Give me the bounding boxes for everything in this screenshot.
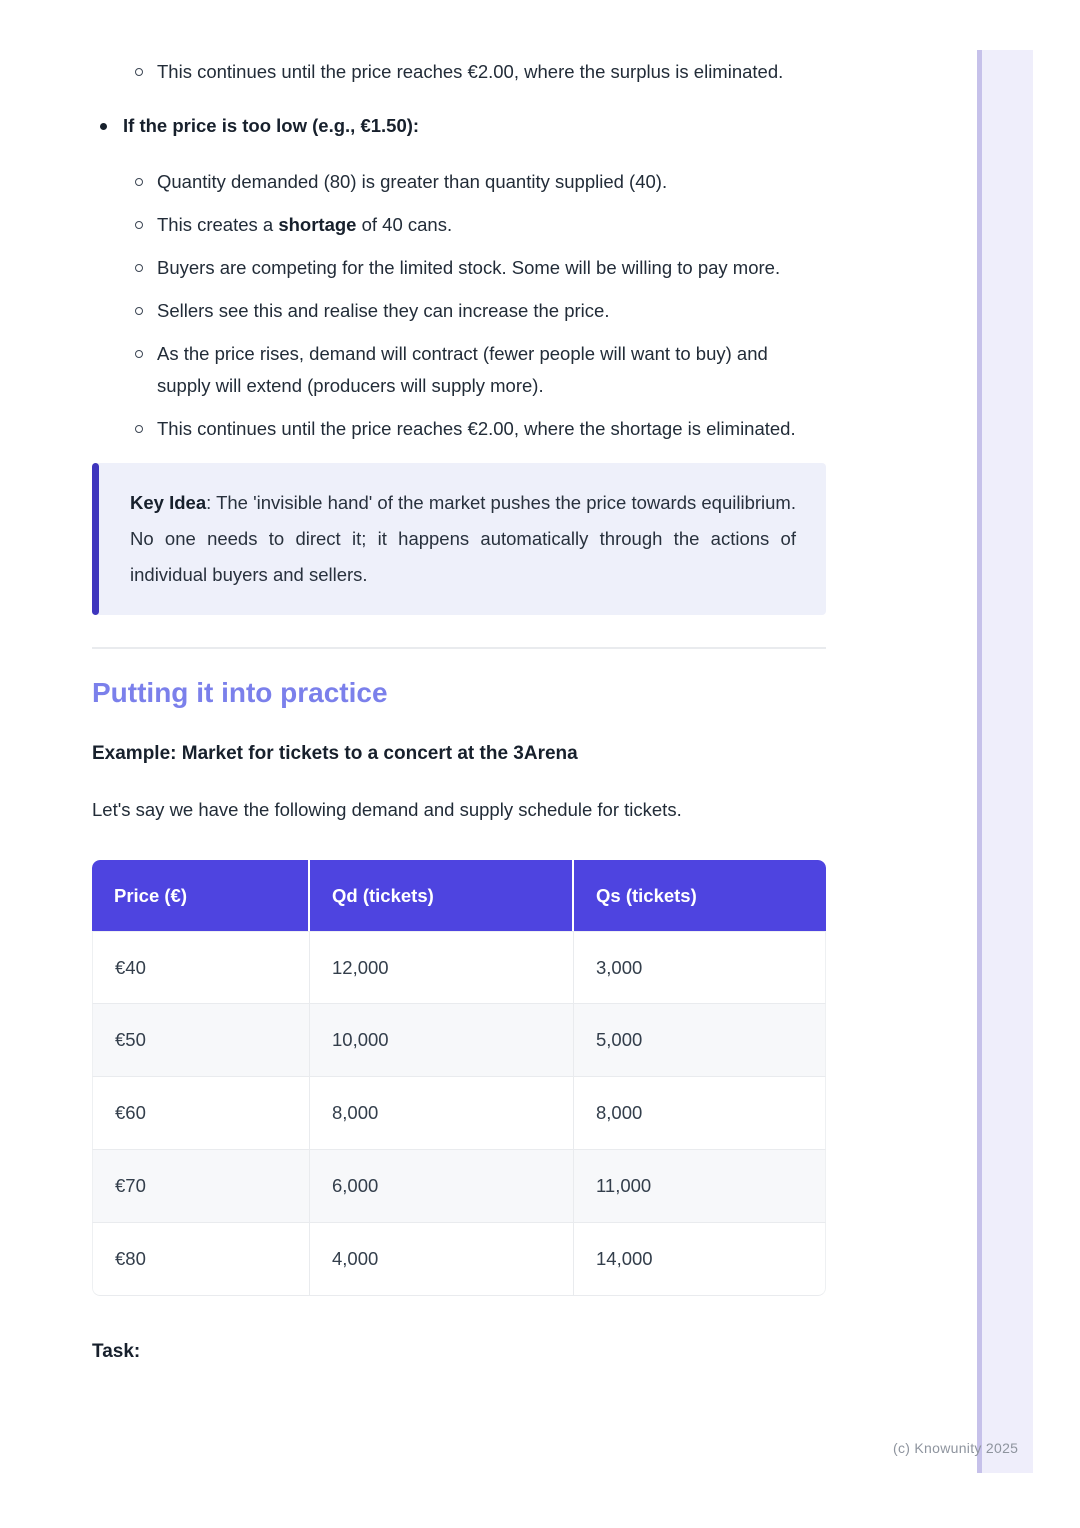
table-row: €50 10,000 5,000 [92,1004,826,1077]
disc-bullet-icon [100,123,107,130]
table-cell: 3,000 [574,931,826,1004]
list-item: This creates a shortage of 40 cans. [92,209,826,241]
section-divider [92,647,826,649]
list-item: This continues until the price reaches €… [92,56,826,88]
copyright-watermark: (c) Knowunity 2025 [893,1440,1019,1456]
table-cell: 4,000 [310,1223,574,1296]
table-cell: 5,000 [574,1004,826,1077]
list-item-text: This continues until the price reaches €… [157,61,784,82]
table-cell: €40 [92,931,310,1004]
table-cell: 8,000 [574,1077,826,1150]
circle-bullet-icon [135,350,143,358]
table-header-cell: Price (€) [92,860,310,931]
list-item-text: This creates a shortage of 40 cans. [157,214,453,235]
table-row: €70 6,000 11,000 [92,1150,826,1223]
shortage-process-list: Quantity demanded (80) is greater than q… [92,166,826,445]
table-cell: €80 [92,1223,310,1296]
callout-label: Key Idea [130,492,207,513]
emphasis-word: shortage [278,214,357,235]
callout-text: Key Idea: The 'invisible hand' of the ma… [130,492,796,585]
circle-bullet-icon [135,68,143,76]
page-edge-strip [977,50,1033,1473]
table-cell: 10,000 [310,1004,574,1077]
demand-supply-table: Price (€) Qd (tickets) Qs (tickets) €40 … [92,860,826,1296]
circle-bullet-icon [135,264,143,272]
task-label: Task: [92,1341,141,1362]
example-title: Example: Market for tickets to a concert… [92,743,578,764]
table-cell: 11,000 [574,1150,826,1223]
list-item-title: If the price is too low (e.g., €1.50): [123,115,420,136]
table-cell: €50 [92,1004,310,1077]
table-cell: 12,000 [310,931,574,1004]
list-item: Quantity demanded (80) is greater than q… [92,166,826,198]
demand-supply-table-wrapper: Price (€) Qd (tickets) Qs (tickets) €40 … [92,860,826,1296]
table-row: €60 8,000 8,000 [92,1077,826,1150]
list-item: Sellers see this and realise they can in… [92,295,826,327]
surplus-conclusion-list: This continues until the price reaches €… [92,56,826,88]
circle-bullet-icon [135,178,143,186]
list-item-text: Sellers see this and realise they can in… [157,300,610,321]
intro-text: Let's say we have the following demand a… [92,799,682,820]
section-heading: Putting it into practice [92,677,388,708]
table-cell: 6,000 [310,1150,574,1223]
table-header-cell: Qd (tickets) [310,860,574,931]
table-cell: €70 [92,1150,310,1223]
circle-bullet-icon [135,425,143,433]
list-item-text: Buyers are competing for the limited sto… [157,257,781,278]
list-item-text: As the price rises, demand will contract… [157,343,768,396]
table-row: €80 4,000 14,000 [92,1223,826,1296]
key-idea-callout: Key Idea: The 'invisible hand' of the ma… [92,463,826,615]
list-item: As the price rises, demand will contract… [92,338,826,402]
callout-accent-bar [92,463,99,615]
table-cell: 8,000 [310,1077,574,1150]
list-item: This continues until the price reaches €… [92,413,826,445]
table-header-cell: Qs (tickets) [574,860,826,931]
list-item: Buyers are competing for the limited sto… [92,252,826,284]
table-cell: 14,000 [574,1223,826,1296]
list-item-price-too-low: If the price is too low (e.g., €1.50): [92,110,826,142]
table-row: €40 12,000 3,000 [92,931,826,1004]
list-item-text: This continues until the price reaches €… [157,418,796,439]
circle-bullet-icon [135,307,143,315]
table-header-row: Price (€) Qd (tickets) Qs (tickets) [92,860,826,931]
table-cell: €60 [92,1077,310,1150]
list-item-text: Quantity demanded (80) is greater than q… [157,171,668,192]
document-content: This continues until the price reaches €… [92,0,826,1368]
circle-bullet-icon [135,221,143,229]
